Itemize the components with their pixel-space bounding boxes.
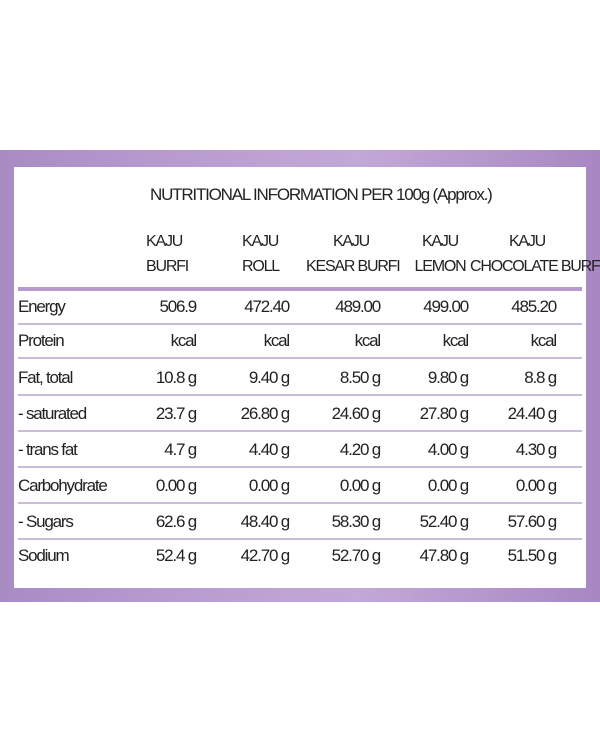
cell-value: 52.4 g	[155, 546, 197, 565]
cell-value: 62.6 g	[155, 512, 197, 531]
cell-value: 27.80 g	[419, 404, 470, 423]
cell-value: 0.00 g	[248, 476, 290, 495]
table-row: Sodium 52.4 g 42.70 g 52.70 g 47.80 g 51.50 g	[14, 540, 586, 574]
header-line: KAJU	[146, 233, 183, 250]
cell-value: 0.00 g	[515, 476, 557, 495]
cell-value: 52.40 g	[419, 512, 470, 531]
table-row: - saturated 23.7 g 26.80 g 24.60 g 27.80 g 24…	[14, 398, 586, 432]
cell-value: 4.7 g	[164, 440, 197, 459]
cell-value: kcal	[442, 331, 470, 350]
table-row: - Sugars 62.6 g 48.40 g 58.30 g 52.40 g 57.60…	[14, 506, 586, 540]
cell-value: 4.30 g	[515, 440, 557, 459]
cell-value: 58.30 g	[331, 512, 382, 531]
cell-value: 4.20 g	[339, 440, 381, 459]
cell-value: 57.60 g	[507, 512, 558, 531]
cell-value: kcal	[263, 331, 291, 350]
cell-value: 8.50 g	[339, 368, 381, 387]
header-line: CHOCOLATE BURFI	[470, 258, 600, 275]
cell-value: kcal	[354, 331, 382, 350]
row-label: - saturated	[18, 404, 87, 423]
column-header-kaju-lemon: KAJU LEMON	[412, 229, 468, 279]
cell-value: 4.00 g	[427, 440, 469, 459]
row-divider	[18, 466, 582, 468]
cell-value: 42.70 g	[240, 546, 291, 565]
cell-value: kcal	[530, 331, 558, 350]
column-header-kaju-burfi: KAJU BURFI	[146, 229, 206, 279]
column-header-kaju-kesar-burfi: KAJU KESAR BURFI	[306, 229, 401, 279]
cell-value: 0.00 g	[155, 476, 197, 495]
row-divider	[18, 323, 582, 325]
row-label: Protein	[18, 331, 65, 350]
cell-value: 52.70 g	[331, 546, 382, 565]
table-row: - trans fat 4.7 g 4.40 g 4.20 g 4.00 g 4.30 g	[14, 434, 586, 468]
cell-value: 0.00 g	[427, 476, 469, 495]
header-line: ROLL	[242, 258, 280, 275]
cell-value: 10.8 g	[155, 368, 197, 387]
row-divider	[18, 357, 582, 359]
header-divider	[18, 287, 582, 291]
cell-value: 47.80 g	[419, 546, 470, 565]
cell-value: 24.60 g	[331, 404, 382, 423]
cell-value: 489.00	[335, 297, 381, 316]
table-title: NUTRITIONAL INFORMATION PER 100g (Approx…	[150, 185, 493, 204]
cell-value: 0.00 g	[339, 476, 381, 495]
cell-value: 506.9	[159, 297, 197, 316]
header-line: BURFI	[146, 258, 189, 275]
header-line: KAJU	[421, 233, 459, 250]
header-line: KAJU	[508, 233, 546, 250]
column-header-kaju-roll: KAJU ROLL	[242, 229, 302, 279]
row-label: - trans fat	[18, 440, 78, 459]
cell-value: 485.20	[511, 297, 557, 316]
cell-value: 499.00	[423, 297, 469, 316]
cell-value: 26.80 g	[240, 404, 291, 423]
cell-value: 48.40 g	[240, 512, 291, 531]
row-divider	[18, 502, 582, 504]
cell-value: 4.40 g	[248, 440, 290, 459]
table-row: Fat, total 10.8 g 9.40 g 8.50 g 9.80 g 8.8 g	[14, 362, 586, 396]
row-label: Energy	[18, 297, 66, 316]
cell-value: 8.8 g	[524, 368, 557, 387]
cell-value: 24.40 g	[507, 404, 558, 423]
row-label: - Sugars	[18, 512, 74, 531]
nutrition-table: NUTRITIONAL INFORMATION PER 100g (Approx…	[14, 167, 600, 588]
table-row: Protein kcal kcal kcal kcal kcal	[14, 325, 586, 359]
cell-value: 23.7 g	[155, 404, 197, 423]
row-label: Sodium	[18, 546, 70, 565]
header-line: LEMON	[414, 258, 467, 275]
column-header-kaju-chocolate-burfi: KAJU CHOCOLATE BURFI	[470, 229, 600, 279]
cell-value: 9.80 g	[427, 368, 469, 387]
header-line: KAJU	[242, 233, 279, 250]
row-divider	[18, 538, 582, 540]
table-row: Energy 506.9 472.40 489.00 499.00 485.20	[14, 291, 586, 325]
row-label: Fat, total	[18, 368, 73, 387]
cell-value: 51.50 g	[507, 546, 558, 565]
row-divider	[18, 430, 582, 432]
header-line: KAJU	[332, 233, 370, 250]
table-row: Carbohydrate 0.00 g 0.00 g 0.00 g 0.00 g 0.00…	[14, 470, 586, 504]
cell-value: 9.40 g	[248, 368, 290, 387]
cell-value: 472.40	[244, 297, 290, 316]
cell-value: kcal	[170, 331, 198, 350]
header-line: KESAR BURFI	[306, 258, 401, 275]
row-label: Carbohydrate	[18, 476, 108, 495]
row-divider	[18, 394, 582, 396]
